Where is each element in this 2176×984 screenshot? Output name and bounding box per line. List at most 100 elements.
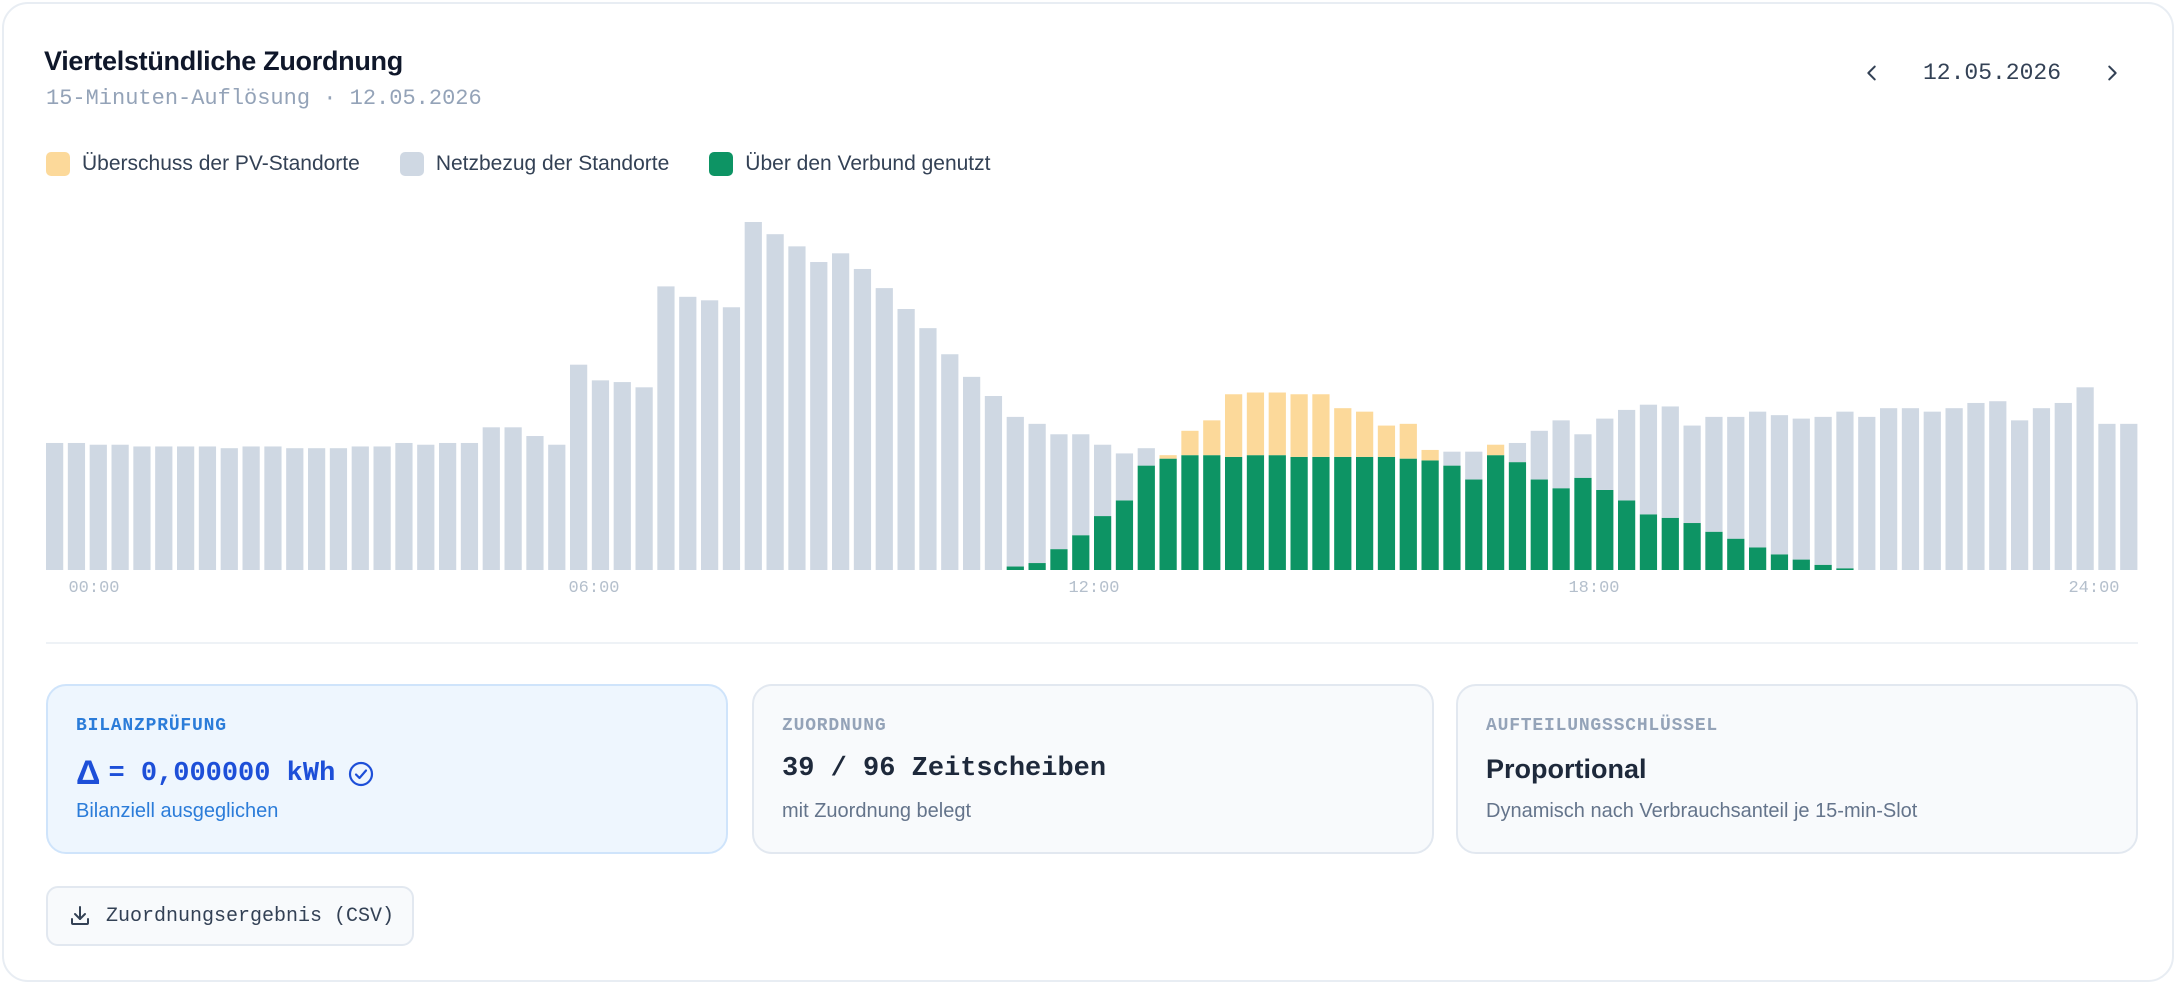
- bar-segment--berschuss-der-pv-standorte-60: [1356, 411, 1374, 457]
- legend-label-shared: Über den Verbund genutzt: [745, 152, 991, 175]
- legend-item-shared: Über den Verbund genutzt: [709, 152, 990, 176]
- x-tick-label: 18:00: [1568, 579, 1619, 598]
- bar-segment-netzbezug-der-standorte-73: [1639, 404, 1658, 515]
- bar-segment-netzbezug-der-standorte-13: [329, 448, 348, 570]
- bar-segment--ber-den-verbund-genutzt-65: [1465, 479, 1483, 570]
- bar-segment-netzbezug-der-standorte-79: [1770, 415, 1789, 555]
- download-icon: [71, 906, 89, 925]
- x-tick-label: 00:00: [68, 579, 119, 598]
- delta-symbol: Δ: [76, 754, 101, 792]
- bar-segment-netzbezug-der-standorte-77: [1727, 416, 1745, 539]
- bar-segment-netzbezug-der-standorte-75: [1683, 425, 1701, 524]
- bar-segment-netzbezug-der-standorte-11: [286, 448, 304, 570]
- bar-segment-netzbezug-der-standorte-42: [963, 376, 981, 570]
- bar-segment-netzbezug-der-standorte-33: [766, 234, 784, 570]
- bar-segment-netzbezug-der-standorte-37: [853, 268, 872, 570]
- bar-segment--ber-den-verbund-genutzt-53: [1203, 455, 1221, 570]
- bar-segment-netzbezug-der-standorte-18: [439, 442, 457, 570]
- date-navigator: 12.05.2026: [1850, 50, 2134, 96]
- bar-segment-netzbezug-der-standorte-86: [1923, 411, 1941, 570]
- bar-segment-netzbezug-der-standorte-26: [613, 382, 631, 570]
- bar-segment--berschuss-der-pv-standorte-56: [1268, 392, 1286, 456]
- bar-segment--berschuss-der-pv-standorte-55: [1246, 392, 1265, 456]
- bar-segment--ber-den-verbund-genutzt-76: [1705, 531, 1723, 570]
- bar-segment-netzbezug-der-standorte-7: [198, 446, 217, 570]
- previous-day-button[interactable]: [1850, 51, 1894, 95]
- bar-segment--ber-den-verbund-genutzt-63: [1421, 460, 1439, 570]
- bar-segment--ber-den-verbund-genutzt-46: [1050, 549, 1068, 570]
- bar-segment--berschuss-der-pv-standorte-54: [1225, 394, 1243, 457]
- bar-segment-netzbezug-der-standorte-28: [657, 286, 675, 570]
- bar-segment--ber-den-verbund-genutzt-66: [1487, 455, 1505, 570]
- bar-segment-netzbezug-der-standorte-48: [1094, 444, 1112, 517]
- bar-segment--berschuss-der-pv-standorte-61: [1377, 425, 1396, 457]
- bar-segment-netzbezug-der-standorte-67: [1508, 442, 1527, 463]
- bar-segment--ber-den-verbund-genutzt-61: [1377, 456, 1396, 570]
- bar-segment-netzbezug-der-standorte-74: [1661, 406, 1679, 518]
- bar-segment--ber-den-verbund-genutzt-51: [1159, 458, 1177, 570]
- export-csv-button[interactable]: Zuordnungsergebnis (CSV): [46, 886, 414, 946]
- allocation-value: 39 / 96 Zeitscheiben: [782, 754, 1107, 784]
- bar-segment-netzbezug-der-standorte-23: [548, 444, 566, 570]
- bar-segment-netzbezug-der-standorte-15: [373, 446, 391, 570]
- allocation-label: ZUORDNUNG: [782, 716, 887, 736]
- bar-segment--ber-den-verbund-genutzt-74: [1661, 517, 1679, 570]
- bar-segment--ber-den-verbund-genutzt-77: [1727, 538, 1745, 570]
- x-tick-label: 12:00: [1068, 579, 1119, 598]
- bar-segment--ber-den-verbund-genutzt-45: [1028, 563, 1046, 570]
- bar-segment--ber-den-verbund-genutzt-82: [1836, 568, 1854, 570]
- distribution-key-sub: Dynamisch nach Verbrauchsanteil je 15-mi…: [1486, 800, 1918, 822]
- bar-segment-netzbezug-der-standorte-24: [570, 364, 588, 570]
- bar-segment-netzbezug-der-standorte-81: [1814, 416, 1832, 565]
- bar-segment-netzbezug-der-standorte-17: [417, 444, 435, 570]
- balance-check-status: Bilanziell ausgeglichen: [76, 800, 279, 822]
- bar-segment-netzbezug-der-standorte-19: [460, 442, 479, 570]
- legend-swatch-surplus: [46, 152, 70, 176]
- bar-segment-netzbezug-der-standorte-91: [2032, 408, 2051, 570]
- bar-segment--ber-den-verbund-genutzt-72: [1618, 500, 1636, 570]
- chevron-right-icon: [2108, 65, 2117, 81]
- bar-segment-netzbezug-der-standorte-64: [1443, 451, 1461, 466]
- bar-segment-netzbezug-der-standorte-72: [1618, 409, 1636, 501]
- bar-segment--ber-den-verbund-genutzt-48: [1094, 516, 1112, 570]
- legend-swatch-shared: [709, 152, 734, 176]
- bar-segment-netzbezug-der-standorte-3: [111, 444, 129, 570]
- bar-segment-netzbezug-der-standorte-85: [1901, 408, 1920, 570]
- legend-swatch-grid: [399, 152, 424, 176]
- bar-segment--ber-den-verbund-genutzt-44: [1006, 566, 1024, 570]
- bar-segment-netzbezug-der-standorte-89: [1989, 401, 2007, 570]
- bar-segment-netzbezug-der-standorte-41: [941, 354, 959, 570]
- bar-segment-netzbezug-der-standorte-32: [744, 222, 762, 570]
- card-title: Viertelstündliche Zuordnung: [44, 46, 403, 76]
- distribution-key-panel: AUFTEILUNGSSCHLÜSSEL Proportional Dynami…: [1456, 684, 2138, 854]
- bar-segment--ber-den-verbund-genutzt-70: [1574, 477, 1592, 570]
- bar-segment--ber-den-verbund-genutzt-73: [1639, 514, 1658, 570]
- balance-check-panel: BILANZPRÜFUNG Δ = 0,000000 kWh Bilanziel…: [46, 684, 728, 854]
- bar-segment-netzbezug-der-standorte-93: [2076, 387, 2094, 570]
- bar-segment-netzbezug-der-standorte-0: [46, 442, 64, 570]
- bar-segment-netzbezug-der-standorte-88: [1967, 402, 1985, 570]
- bar-segment-netzbezug-der-standorte-94: [2098, 423, 2116, 570]
- bar-segment--berschuss-der-pv-standorte-66: [1487, 444, 1505, 456]
- bar-segment--ber-den-verbund-genutzt-50: [1137, 465, 1155, 570]
- balance-check-label: BILANZPRÜFUNG: [76, 716, 227, 736]
- bar-segment--berschuss-der-pv-standorte-59: [1334, 408, 1352, 457]
- next-day-button[interactable]: [2090, 51, 2134, 95]
- x-tick-label: 24:00: [2068, 579, 2119, 598]
- legend-item-surplus: Überschuss der PV-Standorte: [46, 152, 360, 176]
- bar-segment--ber-den-verbund-genutzt-52: [1181, 455, 1199, 570]
- bar-segment-netzbezug-der-standorte-31: [722, 307, 741, 570]
- bar-segment--ber-den-verbund-genutzt-67: [1508, 462, 1527, 570]
- bar-segment-netzbezug-der-standorte-95: [2120, 423, 2138, 570]
- legend-item-grid: Netzbezug der Standorte: [399, 152, 669, 176]
- bar-segment--berschuss-der-pv-standorte-63: [1421, 449, 1439, 461]
- bar-segment-netzbezug-der-standorte-29: [679, 296, 697, 570]
- check-circle-icon: [349, 761, 374, 786]
- bar-segment--ber-den-verbund-genutzt-64: [1443, 465, 1461, 570]
- bar-segment--ber-den-verbund-genutzt-57: [1290, 456, 1308, 570]
- bar-segment-netzbezug-der-standorte-36: [832, 253, 850, 570]
- bar-segment-netzbezug-der-standorte-50: [1137, 448, 1155, 466]
- bar-segment-netzbezug-der-standorte-47: [1072, 434, 1090, 536]
- bar-segment--berschuss-der-pv-standorte-57: [1290, 394, 1308, 457]
- bar-segment-netzbezug-der-standorte-43: [984, 396, 1003, 570]
